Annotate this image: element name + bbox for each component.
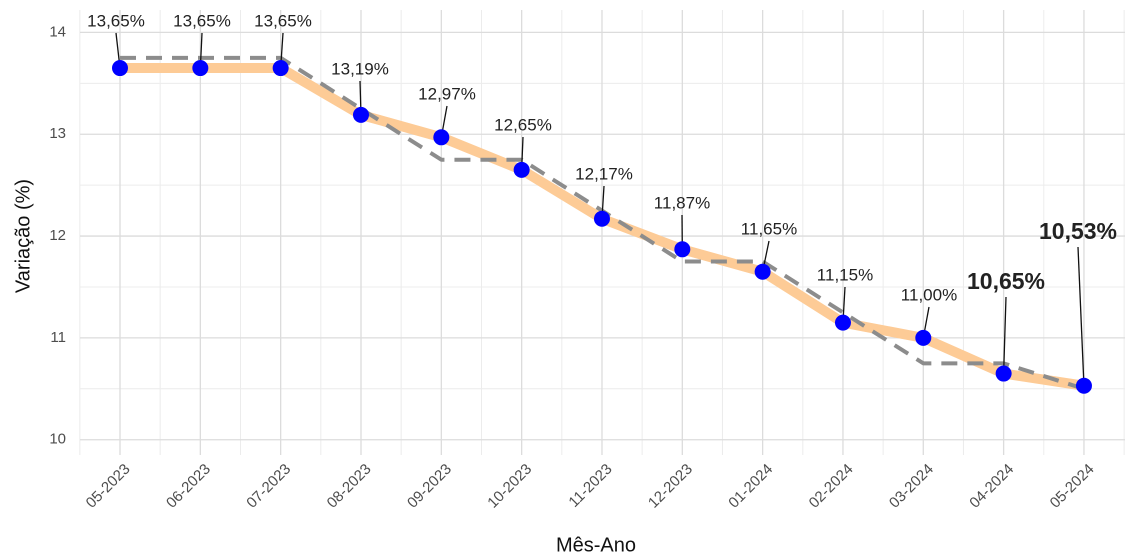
data-label: 12,97% bbox=[418, 84, 476, 103]
x-tick-label: 05-2023 bbox=[83, 461, 134, 512]
data-label: 13,65% bbox=[87, 11, 145, 30]
y-tick-label: 11 bbox=[50, 329, 66, 346]
y-tick-label: 13 bbox=[49, 125, 66, 142]
data-label: 13,19% bbox=[331, 59, 389, 78]
x-tick-label: 01-2024 bbox=[725, 461, 776, 512]
point bbox=[1075, 377, 1092, 394]
point bbox=[915, 329, 932, 346]
y-axis-title: Variação (%) bbox=[12, 179, 34, 293]
data-label: 13,65% bbox=[254, 11, 312, 30]
point bbox=[593, 210, 610, 227]
data-label: 10,65% bbox=[967, 268, 1045, 294]
point bbox=[112, 60, 128, 77]
data-label: 11,87% bbox=[654, 193, 710, 212]
point bbox=[754, 263, 771, 280]
point bbox=[834, 314, 851, 331]
point bbox=[674, 241, 691, 258]
leader-line bbox=[1002, 296, 1007, 374]
y-tick-label: 12 bbox=[49, 227, 66, 244]
x-tick-label: 12-2023 bbox=[645, 461, 696, 512]
data-label: 13,65% bbox=[173, 11, 231, 30]
x-tick-label: 11-2023 bbox=[565, 461, 615, 511]
data-label: 11,15% bbox=[817, 265, 873, 284]
point bbox=[272, 60, 289, 77]
y-tick-label: 10 bbox=[49, 431, 66, 448]
data-label: 12,17% bbox=[575, 164, 633, 183]
data-label: 11,65% bbox=[741, 219, 797, 238]
x-tick-label: 03-2024 bbox=[886, 461, 937, 512]
data-label: 11,00% bbox=[901, 285, 957, 304]
x-tick-label: 05-2024 bbox=[1047, 461, 1098, 512]
x-tick-label: 10-2023 bbox=[484, 461, 535, 512]
x-tick-label: 04-2024 bbox=[966, 461, 1017, 512]
point bbox=[513, 161, 530, 178]
leader-line bbox=[1077, 246, 1085, 386]
data-label: 10,53% bbox=[1039, 218, 1117, 244]
y-tick-label: 14 bbox=[49, 23, 66, 40]
point bbox=[433, 129, 450, 146]
x-tick-label: 06-2023 bbox=[163, 461, 214, 512]
point bbox=[192, 60, 209, 77]
x-tick-label: 08-2023 bbox=[324, 461, 375, 512]
point bbox=[995, 365, 1012, 382]
x-axis-title: Mês-Ano bbox=[556, 534, 636, 556]
x-tick-label: 09-2023 bbox=[404, 461, 455, 512]
point bbox=[352, 106, 369, 123]
x-tick-label: 07-2023 bbox=[243, 461, 294, 512]
x-tick-label: 02-2024 bbox=[806, 461, 857, 512]
data-label: 12,65% bbox=[494, 115, 552, 134]
